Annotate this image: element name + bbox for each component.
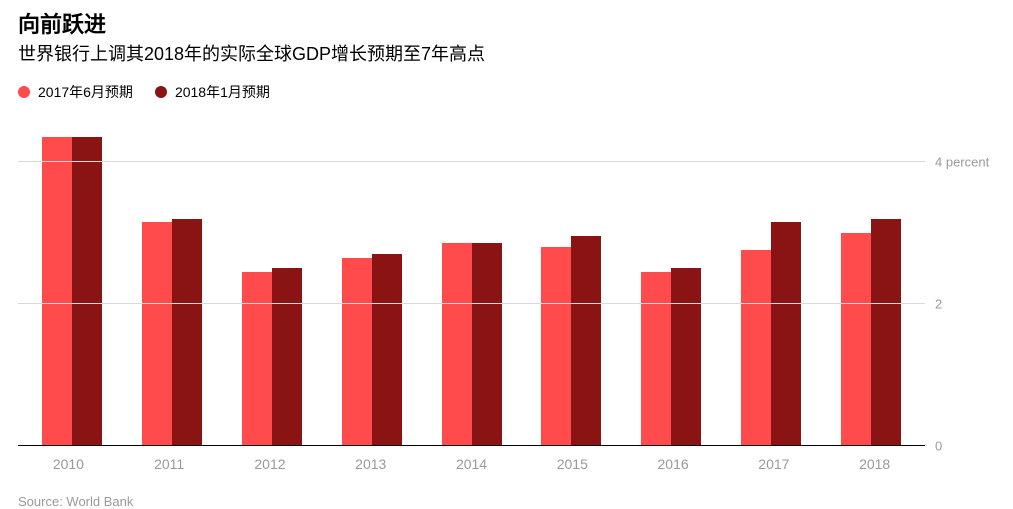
x-tick-label: 2015 [522,456,623,472]
x-tick-label: 2018 [824,456,925,472]
legend-item: 2018年1月预期 [155,82,270,102]
bar [142,222,172,445]
x-tick-label: 2014 [421,456,522,472]
chart-subtitle: 世界银行上调其2018年的实际全球GDP增长预期至7年高点 [18,40,995,66]
bar-group [22,126,122,445]
bar [372,254,402,445]
bar [641,272,671,446]
x-tick-label: 2012 [220,456,321,472]
bar [442,243,472,445]
legend-swatch-icon [155,86,167,98]
bars-container [18,126,925,445]
bar-group [621,126,721,445]
y-tick-label: 4 percent [935,154,989,169]
bar [42,137,72,445]
bar-group [821,126,921,445]
bar-group [322,126,422,445]
bar-group [521,126,621,445]
bar [771,222,801,445]
bar-group [422,126,522,445]
bar [242,272,272,446]
bar [472,243,502,445]
x-tick-label: 2013 [320,456,421,472]
x-tick-label: 2017 [723,456,824,472]
bar [541,247,571,445]
source-attribution: Source: World Bank [18,494,995,509]
x-tick-label: 2011 [119,456,220,472]
legend-label: 2018年1月预期 [175,82,270,102]
x-tick-label: 2016 [623,456,724,472]
bar-group [721,126,821,445]
bar [841,233,871,446]
legend: 2017年6月预期 2018年1月预期 [18,82,995,102]
y-axis-labels: 024 percent [925,126,995,446]
x-axis-labels: 201020112012201320142015201620172018 [18,456,995,472]
bar [571,236,601,445]
bar [671,268,701,445]
legend-swatch-icon [18,86,30,98]
gridline [18,303,925,304]
chart-area: 024 percent [18,126,995,446]
gridline [18,161,925,162]
chart-title: 向前跃进 [18,12,995,38]
x-tick-label: 2010 [18,456,119,472]
bar-group [122,126,222,445]
y-tick-label: 0 [935,439,942,454]
bar-group [222,126,322,445]
bar [272,268,302,445]
bar [172,219,202,446]
y-tick-label: 2 [935,297,942,312]
bar [342,258,372,446]
legend-label: 2017年6月预期 [38,82,133,102]
bar [72,137,102,445]
bar [741,250,771,445]
legend-item: 2017年6月预期 [18,82,133,102]
plot-region [18,126,925,446]
bar [871,219,901,446]
